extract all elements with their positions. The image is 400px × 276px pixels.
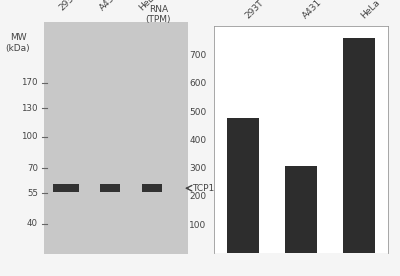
Bar [142,184,162,192]
Bar [53,184,79,192]
Text: 70: 70 [27,164,38,173]
Text: TCP1 epsilon: TCP1 epsilon [192,184,250,193]
Text: RNA
(TPM): RNA (TPM) [146,5,171,24]
Bar [44,22,188,254]
Bar [343,38,375,253]
Text: 40: 40 [27,219,38,228]
Bar [227,118,259,253]
Text: A431: A431 [98,0,120,12]
Text: MW
(kDa): MW (kDa) [6,33,30,52]
Text: 293T: 293T [58,0,80,12]
Text: 55: 55 [27,189,38,198]
Bar [100,184,120,192]
Text: HeLa: HeLa [138,0,160,12]
Text: 170: 170 [22,78,38,87]
Text: 130: 130 [22,104,38,113]
Text: 100: 100 [22,132,38,141]
Bar [285,166,317,253]
